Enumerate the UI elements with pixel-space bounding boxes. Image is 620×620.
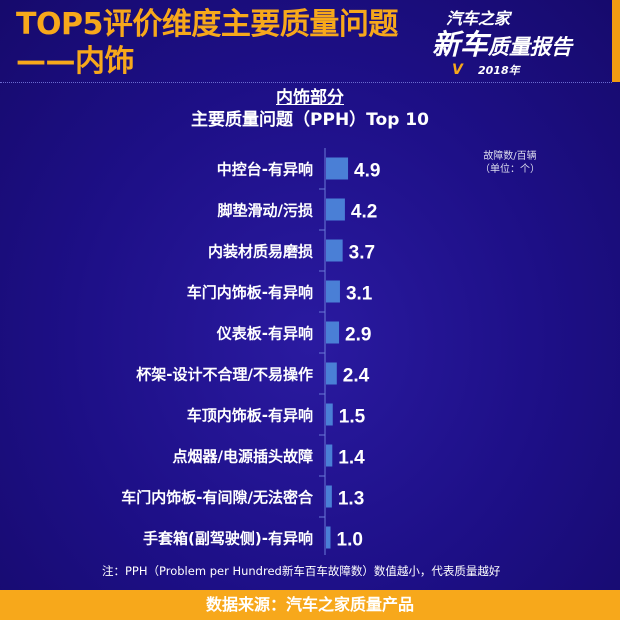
source-footer: 数据来源：汽车之家质量产品	[0, 590, 620, 620]
category-label: 内装材质易磨损	[208, 243, 313, 261]
value-label: 1.0	[337, 530, 363, 551]
value-label: 2.4	[343, 366, 370, 387]
unit-label: 故障数/百辆 （单位：个）	[480, 151, 540, 175]
chart-title: 主要质量问题（PPH）Top 10	[191, 110, 429, 130]
logo-year: 2018年	[478, 64, 520, 77]
page-title: TOP5评价维度主要质量问题 ——内饰	[16, 6, 398, 80]
category-label: 车顶内饰板-有异响	[187, 407, 313, 425]
value-label: 2.9	[345, 325, 371, 346]
category-label: 中控台-有异响	[217, 161, 313, 179]
bar-chart: 中控台-有异响 4.9 脚垫滑动/污损 4.2 内装材质易磨损 3.7 车门内饰板-有异响 3…	[121, 148, 380, 555]
bar	[326, 444, 333, 467]
logo: 汽车之家 新车质量报告 V 2018年	[432, 10, 604, 80]
bar	[326, 485, 332, 508]
bar	[326, 526, 331, 549]
logo-check-icon: V	[452, 62, 463, 78]
value-label: 3.1	[346, 284, 373, 305]
bar	[326, 362, 337, 385]
bar	[326, 239, 343, 262]
category-label: 杯架-设计不合理/不易操作	[136, 366, 313, 384]
value-label: 4.2	[351, 202, 377, 223]
value-label: 4.9	[354, 161, 380, 182]
logo-line-2: 新车质量报告	[432, 28, 573, 61]
title-line-1: TOP5评价维度主要质量问题	[16, 7, 398, 42]
category-label: 车门内饰板-有间隙/无法密合	[121, 489, 314, 507]
value-label: 1.5	[339, 407, 366, 428]
value-label: 1.3	[338, 489, 364, 510]
value-label: 1.4	[338, 448, 365, 469]
bar	[326, 157, 349, 180]
category-label: 仪表板-有异响	[216, 325, 313, 343]
bar	[326, 280, 340, 303]
section-title: 内饰部分	[276, 88, 344, 108]
divider	[0, 82, 612, 83]
accent-strip	[612, 0, 620, 82]
category-label: 脚垫滑动/污损	[218, 202, 313, 220]
bar	[326, 321, 340, 344]
value-label: 3.7	[349, 243, 375, 264]
bar	[326, 403, 333, 426]
category-label: 点烟器/电源插头故障	[173, 448, 313, 466]
title-line-2: ——内饰	[16, 44, 134, 79]
footnote: 注：PPH（Problem per Hundred新车百车故障数）数值越小，代表…	[102, 564, 501, 578]
category-label: 车门内饰板-有异响	[187, 284, 313, 302]
bar	[326, 198, 345, 221]
category-label: 手套箱(副驾驶侧)-有异响	[143, 530, 313, 548]
logo-line-1: 汽车之家	[446, 9, 511, 28]
